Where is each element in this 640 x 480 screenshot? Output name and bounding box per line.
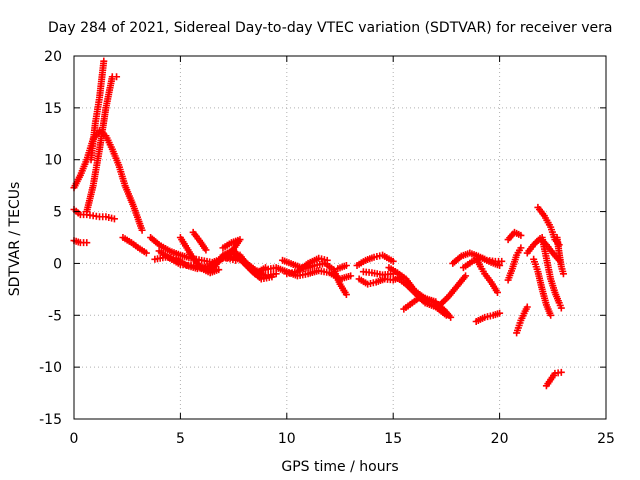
data-point — [100, 57, 108, 65]
y-tick-label: 15 — [44, 101, 62, 117]
series-arc-28 — [504, 244, 525, 284]
series-arc-16 — [334, 262, 350, 273]
data-point — [523, 303, 531, 311]
data-point — [83, 239, 91, 247]
data-point — [557, 368, 565, 376]
data-point — [215, 266, 223, 274]
x-axis-title: GPS time / hours — [281, 459, 398, 475]
series-arc-23 — [436, 272, 470, 309]
series-arc-10 — [176, 234, 223, 277]
data-point — [202, 246, 210, 254]
data-point — [323, 256, 331, 264]
y-tick-label: 0 — [53, 256, 62, 272]
series-arc-29 — [504, 228, 525, 244]
chart-title: Day 284 of 2021, Sidereal Day-to-day VTE… — [48, 20, 612, 36]
data-point — [442, 311, 450, 319]
data-point — [342, 291, 350, 299]
data-point — [447, 313, 455, 321]
data-point — [498, 257, 506, 265]
series-arc-1 — [70, 127, 146, 234]
data-point — [496, 262, 504, 270]
series-arc-4 — [87, 57, 108, 164]
series-arc-27 — [472, 309, 504, 326]
x-tick-label: 5 — [176, 431, 185, 447]
y-tick-label: 20 — [44, 49, 62, 65]
series-arc-13 — [262, 264, 355, 283]
data-point — [559, 270, 567, 278]
data-point — [496, 309, 504, 317]
data-point — [517, 244, 525, 252]
series-arc-6 — [119, 234, 150, 257]
y-tick-label: -15 — [39, 412, 62, 428]
axis-ticks: 0 5 10 15 20 25 -15 -10 -5 0 5 10 15 20 — [39, 49, 615, 447]
data-point — [389, 257, 397, 265]
series-arc-19 — [359, 268, 397, 279]
x-tick-label: 0 — [70, 431, 79, 447]
series-arc-34 — [538, 234, 565, 312]
x-tick-label: 20 — [491, 431, 509, 447]
x-tick-label: 10 — [278, 431, 296, 447]
y-tick-label: -10 — [39, 360, 62, 376]
plot-frame — [73, 55, 607, 420]
x-tick-label: 15 — [384, 431, 402, 447]
y-axis-title: SDTVAR / TECUs — [7, 182, 23, 297]
data-point — [493, 288, 501, 296]
grid — [74, 56, 606, 419]
data-point — [557, 304, 565, 312]
series-arc-30 — [513, 303, 531, 337]
series-arc-26 — [472, 254, 501, 296]
data-point — [517, 231, 525, 239]
data-point — [462, 272, 470, 280]
data-point — [113, 73, 121, 81]
y-tick-label: 5 — [53, 205, 62, 221]
series-arc-32 — [530, 255, 555, 319]
data-point — [232, 256, 240, 264]
series-arc-15 — [283, 254, 331, 278]
series-arc-12 — [219, 236, 244, 264]
data-point — [342, 262, 350, 270]
y-tick-label: 10 — [44, 153, 62, 169]
data-point — [432, 298, 440, 306]
series-arc-2 — [70, 205, 118, 223]
y-tick-label: -5 — [48, 308, 62, 324]
series-arc-5 — [70, 237, 91, 247]
series-arc-17 — [353, 251, 397, 270]
series-arc-11 — [189, 228, 210, 254]
series-arc-36 — [542, 368, 565, 390]
data-point — [142, 249, 150, 257]
series-arc-22 — [400, 293, 440, 313]
data-point — [110, 215, 118, 223]
series-arc-35 — [553, 234, 567, 278]
data-point — [272, 270, 280, 278]
series-arc-3 — [83, 73, 121, 216]
x-tick-label: 25 — [597, 431, 615, 447]
data-point — [547, 311, 555, 319]
data-point — [268, 273, 276, 281]
data-point — [347, 272, 355, 280]
data-point — [138, 226, 146, 234]
data-points — [70, 57, 567, 390]
